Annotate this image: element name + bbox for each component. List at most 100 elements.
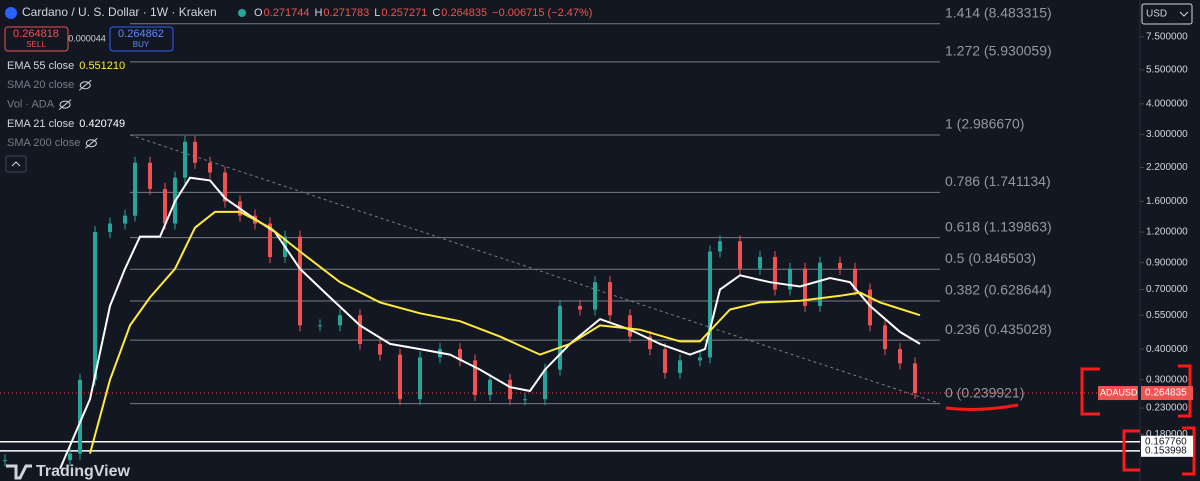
y-tick-label: 3.000000	[1146, 129, 1188, 140]
sell-button[interactable]	[4, 26, 69, 52]
indicators: EMA 55 close 0.551210 SMA 20 close Vol · AD…	[7, 60, 125, 149]
logo: TradingView	[36, 463, 131, 480]
ohlc-value: 0.264835	[441, 7, 487, 19]
last-price-tag	[1141, 386, 1193, 401]
ohlc-value: 0.257271	[381, 7, 427, 19]
buy-price[interactable]: 0.264862	[118, 28, 164, 40]
candle-body	[738, 241, 742, 269]
price-tag-label: 0.153998	[1145, 445, 1187, 456]
symbol: Cardano / U. S. Dollar · 1W · Kraken	[22, 5, 217, 19]
candle-body	[773, 256, 777, 290]
currency-button[interactable]	[1141, 3, 1193, 25]
candle-body	[508, 379, 512, 400]
y-tick-label: 0.400000	[1146, 344, 1188, 355]
candle-body	[648, 336, 652, 350]
y-tick-label: 1.200000	[1146, 227, 1188, 238]
candle-body	[3, 460, 7, 462]
hidden-icon[interactable]	[59, 100, 71, 109]
candle-body	[758, 256, 762, 269]
candle-body	[133, 162, 137, 216]
collapse-icon[interactable]	[11, 161, 21, 167]
candle-body	[338, 315, 342, 326]
candle-body	[628, 315, 632, 337]
indicator-value: 0.551210	[79, 60, 125, 72]
logo-icon	[6, 464, 32, 480]
candle-body	[68, 453, 72, 461]
candle-body	[108, 223, 112, 233]
candle-body	[853, 268, 857, 290]
fib-label: 0.618 (1.139863)	[945, 218, 1052, 234]
hidden-icon	[85, 137, 98, 149]
fib-label: 0.786 (1.741134)	[945, 173, 1051, 189]
candle-body	[148, 162, 152, 189]
candle-body	[543, 369, 547, 400]
annotation-bracket	[1122, 426, 1196, 476]
change: −0.006715 (−2.47%)	[492, 7, 592, 19]
y-tick-label: 1.600000	[1146, 196, 1188, 207]
dropdown-icon[interactable]	[1179, 11, 1189, 17]
y-tick-label: 0.180000	[1146, 429, 1188, 440]
indicator-value: 0.420749	[79, 118, 125, 130]
y-tick-label: 5.500000	[1146, 65, 1188, 76]
collapse-button[interactable]	[5, 155, 27, 173]
candle-body	[268, 223, 272, 257]
fib-label: 0.236 (0.435028)	[945, 321, 1052, 337]
sell-label[interactable]: SELL	[26, 40, 46, 49]
fib-label: 1.414 (8.483315)	[945, 4, 1052, 20]
y-tick-label: 0.550000	[1146, 310, 1188, 321]
buy-label[interactable]: BUY	[133, 40, 150, 49]
candle-body	[488, 379, 492, 396]
last-price-label: 0.264835	[1145, 388, 1187, 399]
fib-label: 1 (2.986670)	[945, 116, 1024, 132]
candle-body	[678, 360, 682, 373]
candle-body	[318, 325, 322, 327]
hidden-icon	[58, 99, 72, 110]
spread: 0.000044	[68, 33, 106, 43]
y-tick-label: 0.300000	[1146, 374, 1188, 385]
hidden-icon[interactable]	[85, 139, 97, 148]
candle-body	[608, 282, 612, 316]
candle-body	[358, 315, 362, 344]
hidden-icon	[78, 79, 92, 91]
candle-body	[883, 325, 887, 350]
symbol-tag-label: ADAUSD	[1100, 387, 1138, 397]
currency[interactable]: USD	[1146, 9, 1167, 20]
y-tick-label: 7.500000	[1146, 31, 1188, 42]
candle-body	[718, 241, 722, 252]
candle-body	[578, 305, 582, 310]
candle-body	[298, 236, 302, 326]
candle-body	[898, 349, 902, 364]
ohlc-key: H	[314, 7, 322, 19]
y-tick-label: 0.700000	[1146, 284, 1188, 295]
sell-price[interactable]: 0.264818	[13, 28, 59, 40]
symbol-icon	[5, 7, 17, 19]
candle-body	[788, 268, 792, 290]
candle-body	[223, 172, 227, 202]
fib-label: 0.5 (0.846503)	[945, 250, 1036, 266]
price-tag-label: 0.167760	[1145, 436, 1187, 447]
candle-body	[418, 357, 422, 400]
indicator-name: EMA 55 close	[7, 60, 74, 72]
ohlc-key: C	[432, 7, 440, 19]
annotation-underline	[945, 403, 1019, 411]
candle-body	[93, 232, 97, 380]
candle-body	[913, 363, 917, 393]
candle-body	[473, 360, 477, 396]
plot: 1.414 (8.483315) 1.272 (5.930059) 1 (2.986…	[0, 4, 1140, 470]
hidden-icon[interactable]	[79, 81, 91, 90]
indicator-name: SMA 200 close	[7, 137, 80, 149]
indicator-name: EMA 21 close	[7, 118, 74, 130]
candle-body	[558, 305, 562, 370]
candle-body	[183, 141, 187, 178]
y-tick-label: 0.230000	[1146, 403, 1188, 414]
candle-body	[818, 262, 822, 306]
price-tag	[1141, 435, 1193, 448]
candle-body	[698, 357, 702, 361]
symbol-tag	[1098, 386, 1138, 401]
ohlc-key: L	[374, 7, 380, 19]
indicator-name: Vol · ADA	[7, 99, 55, 111]
buy-button[interactable]	[109, 26, 174, 52]
fib-label: 1.272 (5.930059)	[945, 43, 1052, 59]
